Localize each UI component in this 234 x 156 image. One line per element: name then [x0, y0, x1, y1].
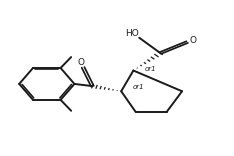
- Text: O: O: [189, 36, 196, 45]
- Text: HO: HO: [125, 29, 138, 38]
- Text: or1: or1: [145, 66, 157, 72]
- Text: O: O: [77, 58, 84, 67]
- Text: or1: or1: [133, 84, 145, 90]
